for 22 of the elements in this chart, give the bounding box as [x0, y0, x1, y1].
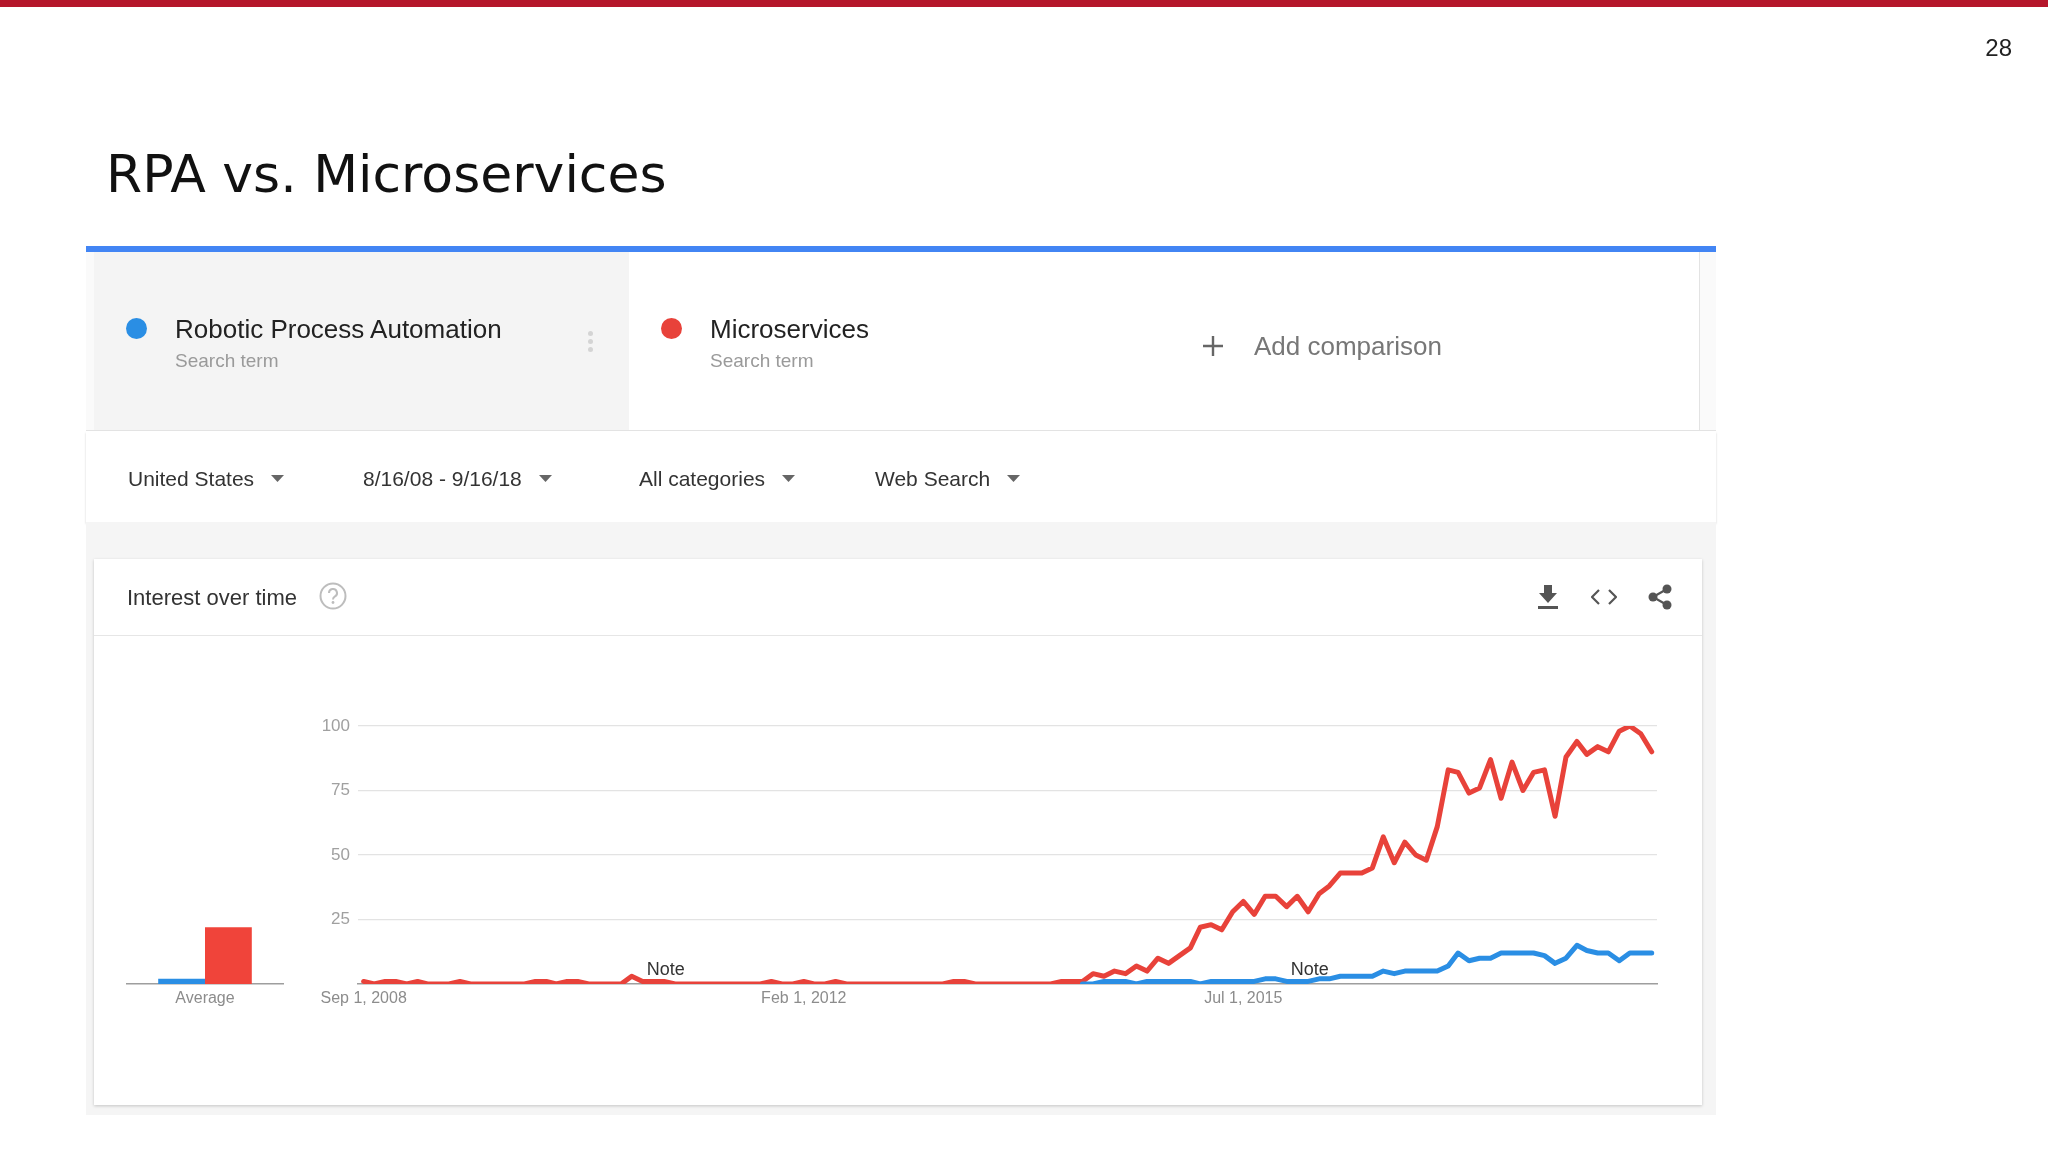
text: 8/16/08 - 9/16/18 [363, 467, 522, 490]
text: All categories [639, 467, 766, 490]
text: Web Search [875, 467, 991, 490]
text: Search term [710, 350, 814, 371]
text: United States [128, 467, 255, 490]
y-tick-label: 75 [331, 780, 350, 800]
text: Add comparison [1254, 331, 1442, 361]
x-tick-label: Sep 1, 2008 [320, 989, 407, 1007]
chart-subtitle: Interest over time [127, 585, 297, 610]
y-tick-label: 25 [331, 909, 350, 929]
y-tick-label: 100 [321, 715, 350, 735]
legend-label: Robotic Process Automation [175, 314, 502, 344]
legend-label: Microservices [710, 314, 869, 344]
x-tick-label: Feb 1, 2012 [761, 989, 847, 1007]
y-tick-label: 50 [331, 844, 350, 864]
annotation: Note [1290, 959, 1329, 980]
text: Search term [175, 350, 279, 371]
annotation: Note [646, 959, 685, 980]
text: 28 [1985, 34, 2012, 61]
x-tick-label: Average [175, 989, 235, 1007]
x-tick-label: Jul 1, 2015 [1204, 989, 1283, 1007]
chart-title: RPA vs. Microservices [106, 144, 667, 204]
